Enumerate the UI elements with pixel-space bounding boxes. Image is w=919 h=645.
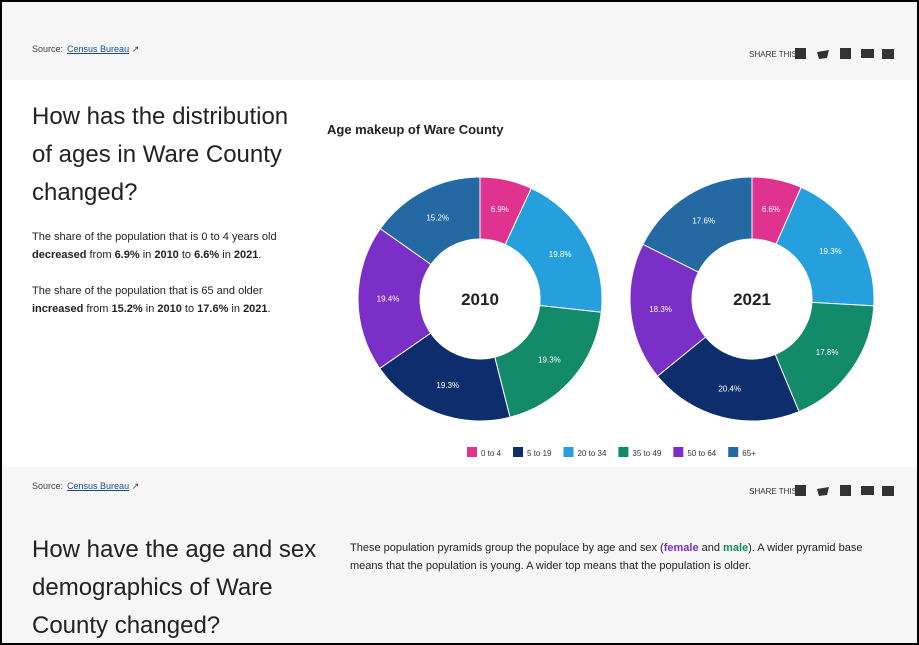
text-run: in [228, 303, 244, 315]
slice [379, 176, 481, 266]
slice [642, 176, 753, 273]
legend-label: 5 to 19 [527, 449, 552, 458]
text-run: 17.6% [197, 303, 229, 315]
text-run: from [86, 249, 115, 261]
text-run: 2021 [233, 249, 259, 261]
text-run: 6.6% [194, 249, 220, 261]
value-label: 6.6% [762, 205, 780, 214]
text-run: in [219, 249, 234, 261]
source-link[interactable]: Census Bureau [67, 44, 130, 54]
value-label: 20.4% [718, 384, 741, 393]
slice [775, 186, 875, 307]
value-label: 19.3% [538, 355, 561, 364]
chart: Age makeup of Ware County 6.9% 19.8% 19.3%… [327, 122, 875, 458]
text-run: 2010 [157, 303, 182, 315]
text-run: female [663, 542, 699, 554]
value-label: 15.2% [426, 213, 449, 222]
value-label: 19.3% [819, 247, 842, 256]
legend-swatch [467, 447, 477, 457]
mid-bar: Source: Census Bureau ↗ SHARE THIS [2, 467, 917, 515]
share-label: SHARE THIS [749, 50, 797, 59]
text-run: . [267, 303, 271, 315]
text-run: from [83, 303, 112, 315]
value-label: 17.8% [816, 348, 839, 357]
source-label: Source: [32, 44, 64, 54]
text-run: decreased [32, 249, 87, 261]
legend-label: 0 to 4 [481, 449, 502, 458]
paragraph: The share of the population that is 65 a… [32, 282, 312, 318]
text-run: These population pyramids group the popu… [350, 542, 664, 554]
text-run: 6.9% [114, 249, 140, 261]
heading: How have the age and sex demographics of… [32, 536, 317, 639]
value-label: 19.4% [377, 295, 400, 304]
legend-label: 65+ [742, 449, 756, 458]
text-run: The share of the population that is 0 to… [32, 231, 277, 243]
source-link[interactable]: Census Bureau [67, 481, 130, 491]
center-label: 2021 [733, 290, 771, 309]
text-run: and [698, 542, 724, 554]
text-run: 15.2% [111, 303, 143, 315]
slice [656, 336, 800, 422]
text-run: 2021 [243, 303, 268, 315]
slice [629, 243, 707, 377]
slice [504, 187, 603, 313]
text-run: ). A wider pyramid base means that the p… [350, 542, 863, 572]
text-run: in [142, 303, 158, 315]
paragraph: The share of the population that is 0 to… [32, 228, 312, 264]
value-label: 6.9% [491, 205, 509, 214]
source-label: Source: [32, 481, 64, 491]
top-bar: Source: Census Bureau ↗ SHARE THIS [2, 2, 917, 80]
text-run: . [258, 249, 262, 261]
text-run: in [139, 249, 155, 261]
value-label: 19.3% [436, 381, 459, 390]
legend-swatch [728, 447, 739, 457]
legend-label: 35 to 49 [632, 449, 661, 458]
slice [378, 332, 511, 422]
legend-label: 20 to 34 [577, 449, 606, 458]
legend-swatch [618, 447, 629, 457]
text-run: to [178, 249, 195, 261]
text-run: male [723, 542, 749, 554]
text-run: increased [32, 303, 84, 315]
legend-label: 50 to 64 [687, 449, 716, 458]
text-run: The share of the population that is 65 a… [32, 285, 263, 297]
paragraph: These population pyramids group the popu… [350, 539, 890, 575]
share-label: SHARE THIS [749, 487, 797, 496]
source: Source: Census Bureau ↗ [32, 44, 140, 54]
heading: How has the distribution of ages in Ware… [32, 103, 289, 206]
chart-title: Age makeup of Ware County [327, 122, 504, 137]
share-icons[interactable] [795, 46, 895, 62]
legend-swatch [673, 447, 684, 457]
source: Source: Census Bureau ↗ [32, 481, 140, 491]
slice [494, 304, 602, 418]
value-label: 18.3% [649, 305, 672, 314]
center-label: 2010 [461, 290, 499, 309]
value-label: 17.6% [692, 217, 715, 226]
share-icons[interactable] [795, 483, 895, 499]
text-run: 2010 [154, 249, 179, 261]
legend-swatch [563, 447, 574, 457]
value-label: 19.8% [549, 250, 572, 259]
legend-swatch [513, 447, 524, 457]
section2: How have the age and sex demographics of… [2, 515, 917, 643]
slice [357, 227, 432, 370]
text-run: to [181, 303, 198, 315]
